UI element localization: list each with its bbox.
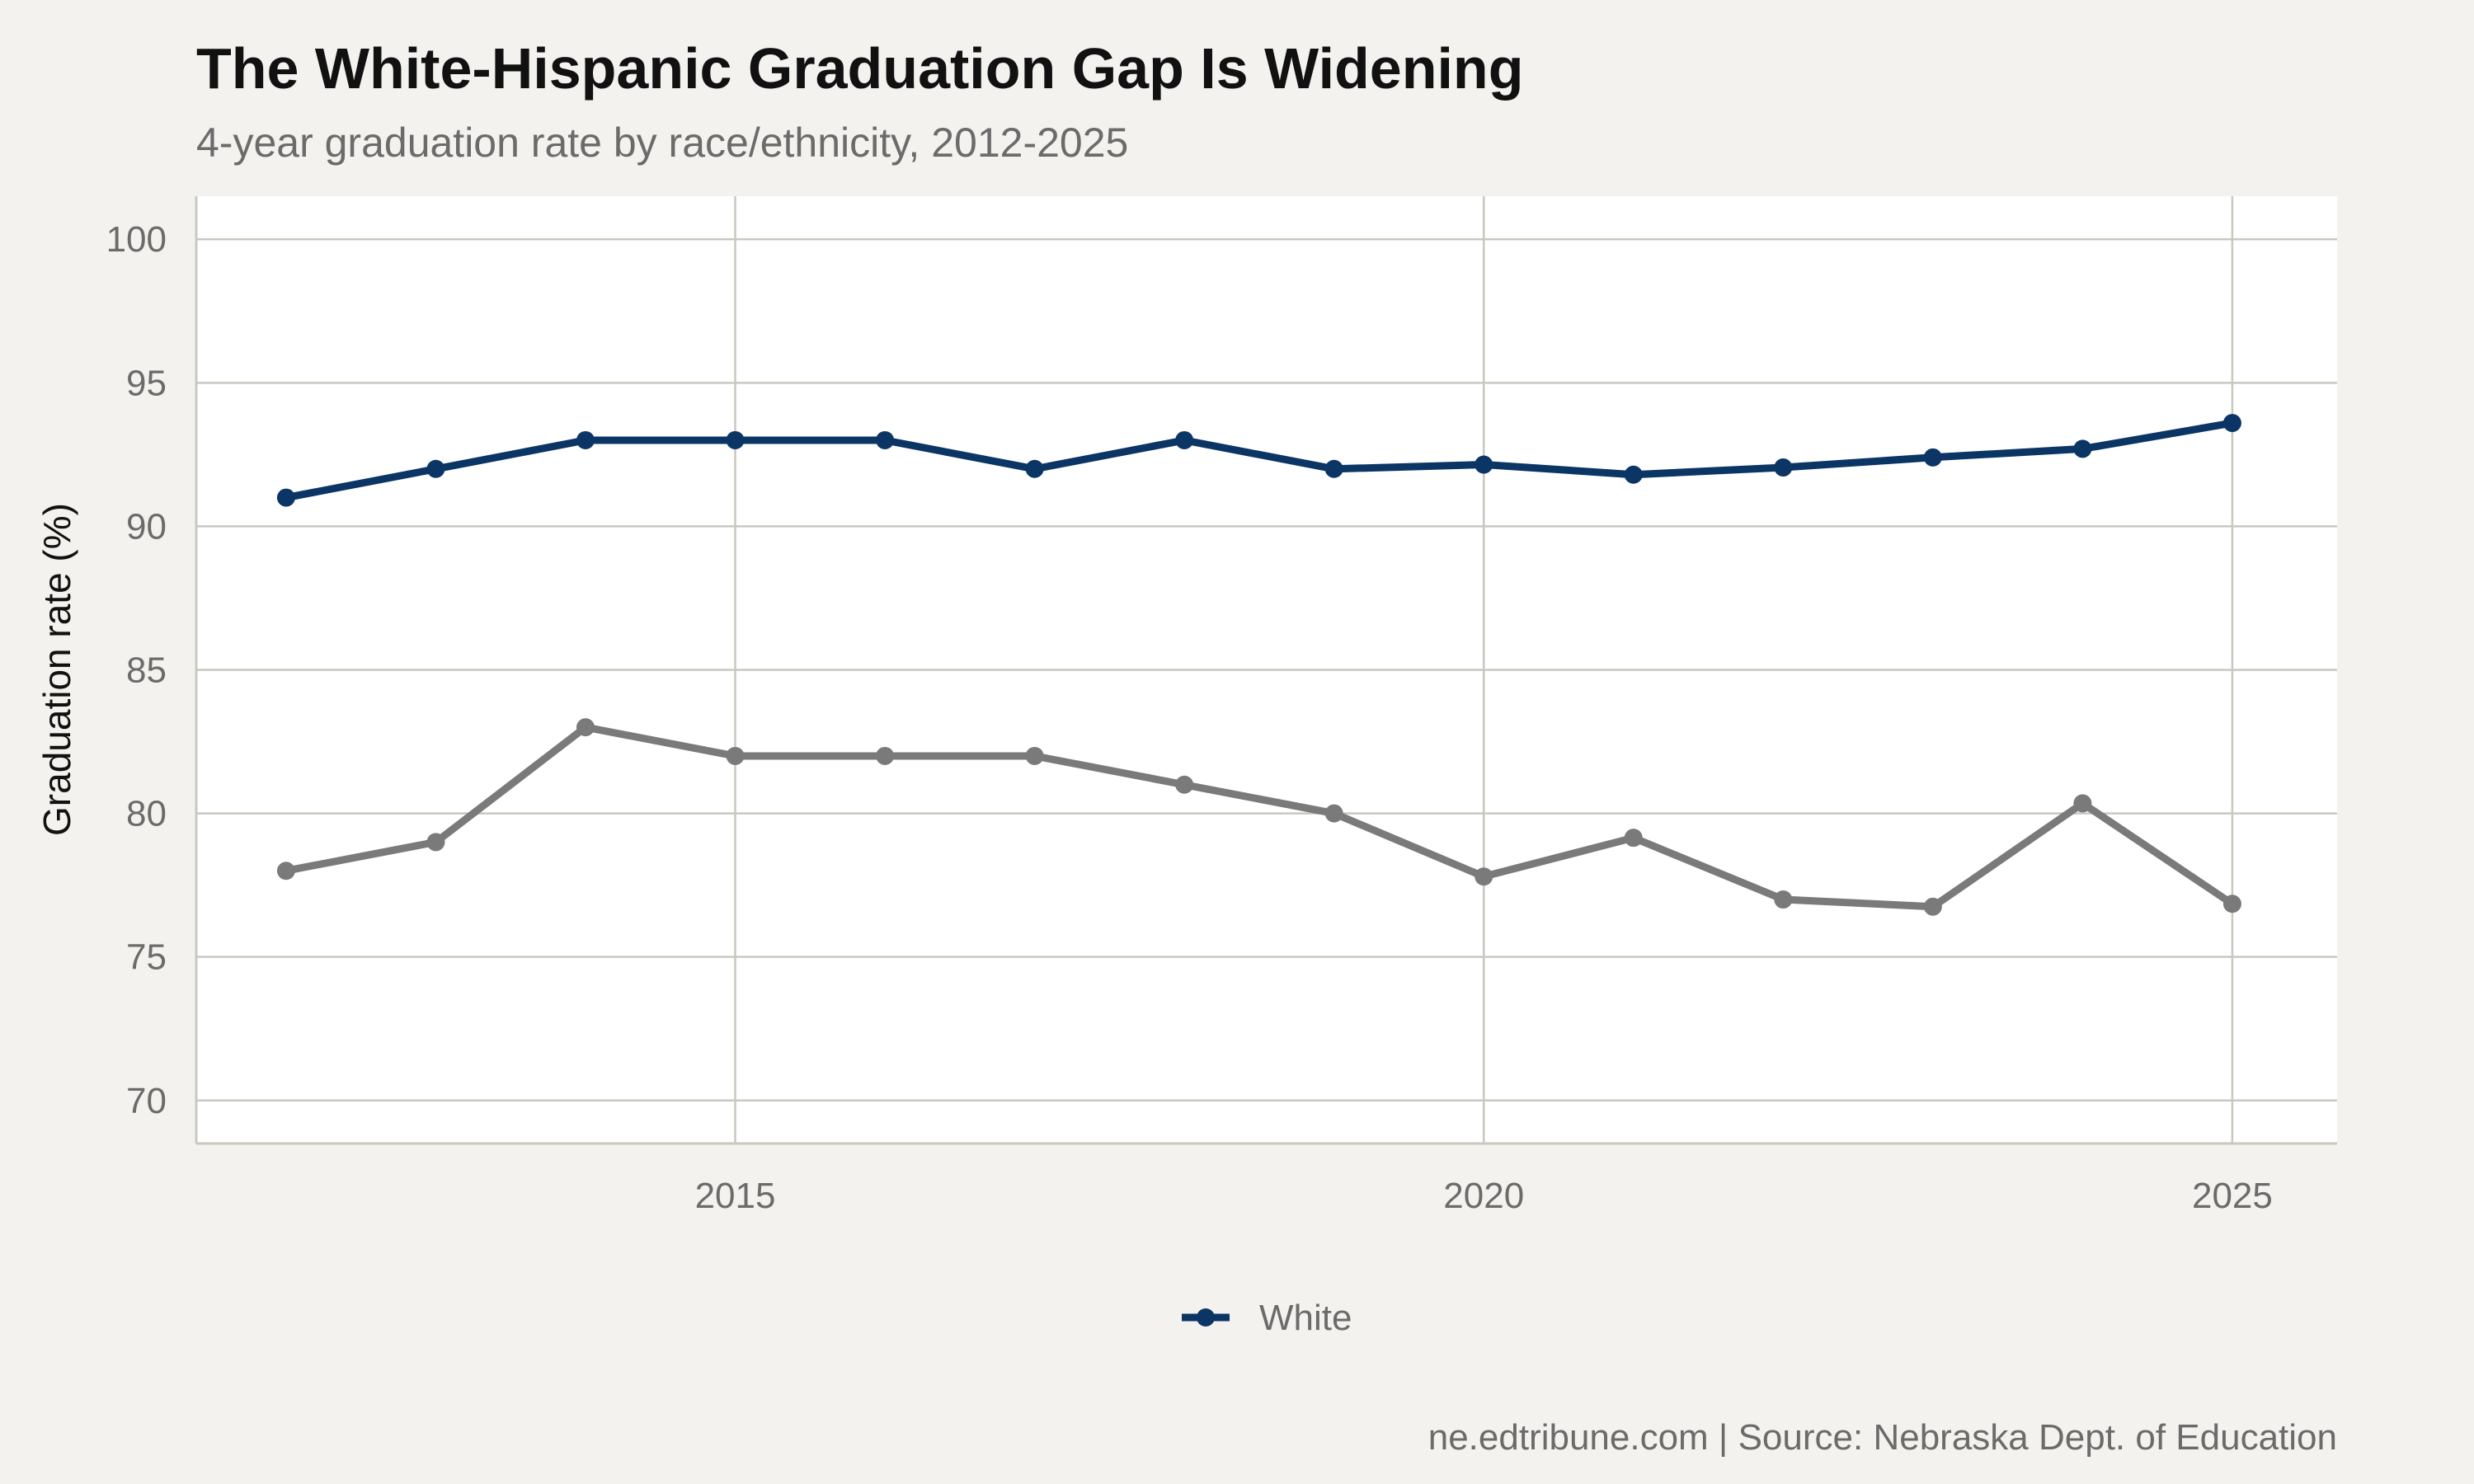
white-series-point (1475, 455, 1493, 474)
series-2-point (1923, 897, 1942, 916)
y-tick-label: 100 (106, 219, 167, 260)
y-tick-label: 75 (126, 937, 167, 978)
white-series-point (576, 430, 595, 449)
series (276, 414, 2241, 916)
x-tick-label: 2015 (695, 1176, 776, 1216)
legend-label: White (1259, 1298, 1352, 1338)
white-series-point (1624, 465, 1643, 484)
chart-subtitle: 4-year graduation rate by race/ethnicity… (196, 120, 1128, 166)
white-series-point (1324, 459, 1343, 478)
white-series-line (282, 419, 2236, 502)
white-series-point (276, 488, 295, 507)
y-axis-title: Graduation rate (%) (35, 503, 78, 836)
series-2-point (276, 862, 295, 881)
white-series-point (2222, 414, 2241, 433)
series-2-line (282, 723, 2236, 911)
y-tick-label: 85 (126, 650, 167, 691)
series-2-point (1324, 804, 1343, 823)
y-tick-label: 70 (126, 1081, 167, 1121)
white-series-point (2073, 439, 2092, 458)
white-series-point (1025, 459, 1044, 478)
chart-caption: ne.edtribune.com | Source: Nebraska Dept… (1428, 1417, 2337, 1458)
white-series-point (1175, 430, 1194, 449)
legend-key-point (1197, 1308, 1215, 1327)
y-tick-label: 80 (126, 794, 167, 834)
legend: White (1182, 1298, 1352, 1338)
series-2-point (876, 746, 895, 765)
chart-title: The White-Hispanic Graduation Gap Is Wid… (196, 36, 1523, 101)
white-series-point (1923, 448, 1942, 467)
series-2-point (2222, 895, 2241, 913)
x-tick-labels: 2015 2020 2025 (695, 1176, 2273, 1216)
series-2-point (726, 746, 745, 765)
series-2-point (426, 833, 445, 852)
series-2-point (576, 718, 595, 737)
y-tick-labels: 70 75 80 85 90 95 100 (106, 219, 167, 1121)
white-series-point (726, 430, 745, 449)
white-series-point (426, 459, 445, 478)
white-series-point (1774, 458, 1793, 477)
series-2-point (1475, 867, 1493, 886)
x-tick-label: 2025 (2192, 1176, 2273, 1216)
white-series-point (876, 430, 895, 449)
series-2-point (2073, 794, 2092, 813)
series-2-point (1025, 746, 1044, 765)
series-2-point (1175, 775, 1194, 794)
y-tick-label: 90 (126, 506, 167, 547)
x-tick-label: 2020 (1443, 1176, 1524, 1216)
gridlines (196, 196, 2337, 1144)
axes (195, 196, 2337, 1145)
series-2-point (1624, 829, 1643, 848)
series-2-point (1774, 890, 1793, 909)
y-tick-label: 95 (126, 363, 167, 403)
